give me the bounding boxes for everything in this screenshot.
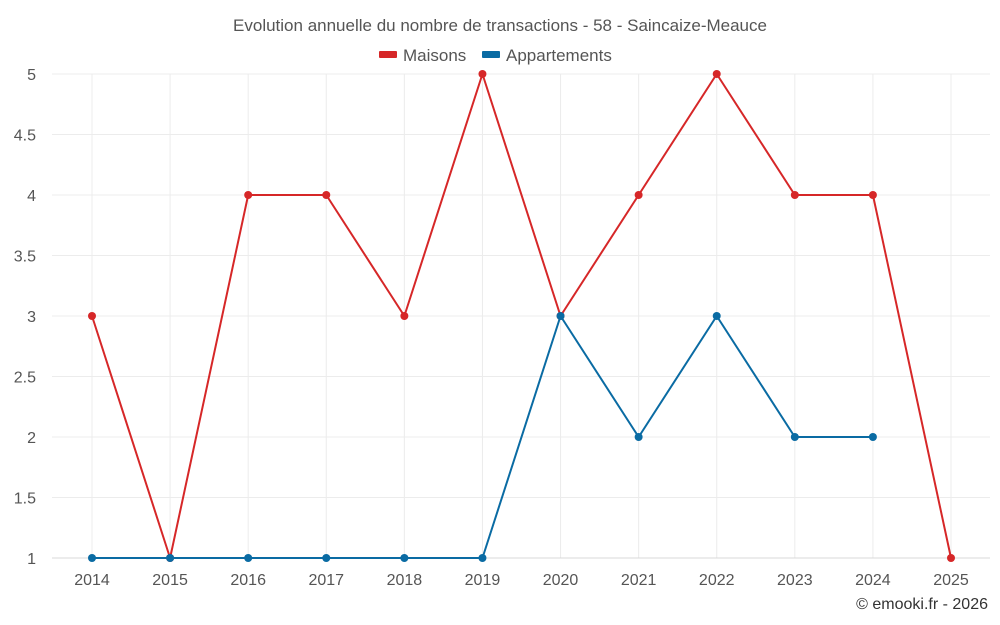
data-point-appartements-2024[interactable] [868, 433, 877, 441]
legend-swatch-appartements [482, 51, 500, 58]
data-point-maisons-2021[interactable] [634, 191, 643, 199]
data-point-appartements-2014[interactable] [88, 554, 96, 562]
data-point-appartements-2017[interactable] [322, 554, 331, 562]
data-point-maisons-2023[interactable] [790, 191, 799, 199]
grid [52, 73, 990, 559]
x-tick-label: 2020 [543, 572, 579, 589]
data-point-appartements-2018[interactable] [400, 554, 409, 562]
data-point-appartements-2022[interactable] [712, 312, 721, 320]
data-point-appartements-2019[interactable] [478, 554, 487, 562]
x-tick-label: 2023 [777, 572, 813, 589]
x-axis-ticks: 2014 2015 2016 2017 2018 2019 2020 2021 2022 2023… [74, 572, 969, 589]
data-point-appartements-2023[interactable] [790, 433, 799, 441]
x-tick-label: 2018 [387, 572, 423, 589]
data-point-maisons-2019[interactable] [478, 70, 487, 78]
y-tick-label: 1.5 [14, 491, 36, 508]
data-point-appartements-2016[interactable] [244, 554, 253, 562]
credit-text: © emooki.fr - 2026 [856, 596, 988, 613]
x-tick-label: 2024 [855, 572, 891, 589]
series-line-maisons [91, 73, 952, 559]
x-tick-label: 2022 [699, 572, 735, 589]
data-point-maisons-2017[interactable] [322, 191, 331, 199]
legend-swatch-maisons [379, 51, 397, 58]
legend: Maisons Appartements [379, 46, 612, 65]
data-point-appartements-2020[interactable] [556, 312, 565, 320]
y-tick-label: 2 [27, 430, 36, 447]
y-tick-label: 5 [27, 67, 36, 84]
y-tick-label: 1 [27, 551, 36, 568]
y-tick-label: 4 [27, 188, 36, 205]
x-tick-label: 2014 [74, 572, 110, 589]
data-point-appartements-2021[interactable] [634, 433, 643, 441]
data-point-maisons-2024[interactable] [868, 191, 877, 199]
data-point-maisons-2016[interactable] [244, 191, 253, 199]
y-tick-label: 4.5 [14, 128, 36, 145]
x-tick-label: 2017 [308, 572, 344, 589]
legend-label-maisons[interactable]: Maisons [403, 46, 466, 65]
legend-label-appartements[interactable]: Appartements [506, 46, 612, 65]
y-tick-label: 3.5 [14, 249, 36, 266]
data-point-appartements-2015[interactable] [166, 554, 175, 562]
x-tick-label: 2015 [152, 572, 188, 589]
data-point-maisons-2014[interactable] [88, 312, 96, 320]
y-axis-ticks: 1 1.5 2 2.5 3 3.5 4 4.5 5 [14, 67, 36, 568]
y-tick-label: 2.5 [14, 370, 36, 387]
x-tick-label: 2021 [621, 572, 657, 589]
chart-title: Evolution annuelle du nombre de transact… [233, 16, 767, 35]
data-point-maisons-2022[interactable] [712, 70, 721, 78]
series-layer [88, 70, 955, 562]
y-tick-label: 3 [27, 309, 36, 326]
x-tick-label: 2019 [465, 572, 501, 589]
data-point-maisons-2018[interactable] [400, 312, 409, 320]
x-tick-label: 2016 [230, 572, 266, 589]
data-point-maisons-2025[interactable] [947, 554, 955, 562]
x-tick-label: 2025 [933, 572, 969, 589]
